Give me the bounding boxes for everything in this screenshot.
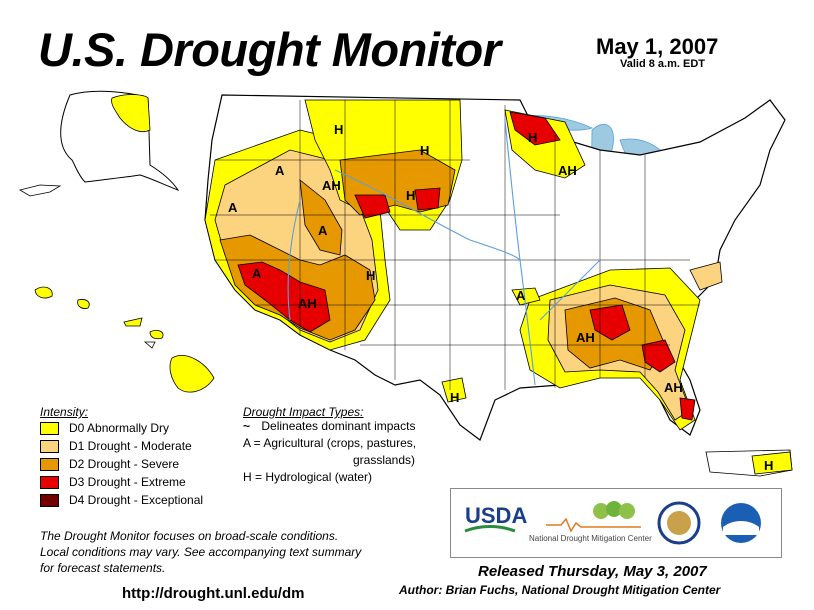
- drought-upper-midwest: [504, 109, 586, 179]
- impact-label: H: [406, 188, 415, 203]
- impact-label: H: [450, 390, 459, 405]
- impact-label: AH: [558, 163, 577, 178]
- impact-label: H: [366, 268, 375, 283]
- legend-label: D4 Drought - Exceptional: [69, 493, 204, 507]
- disclaimer-line: for forecast statements.: [40, 561, 166, 575]
- legend-swatch: [40, 493, 59, 507]
- impact-label: H: [764, 458, 773, 473]
- impact-line-icon: ~: [243, 419, 251, 433]
- legend-item: D4 Drought - Exceptional: [40, 491, 203, 509]
- impact-label: H: [420, 143, 429, 158]
- legend-item: D0 Abnormally Dry: [40, 419, 203, 437]
- impact-label: H: [334, 122, 343, 137]
- impact-line: grasslands): [353, 453, 416, 467]
- impact-label: A: [252, 266, 262, 281]
- impact-line: ~ Delineates dominant impacts: [243, 419, 416, 436]
- agency-logos: USDA National Drought Mitigation Center: [464, 501, 761, 545]
- intensity-legend: Intensity: D0 Abnormally Dry D1 Drought -…: [40, 405, 203, 509]
- noaa-logo-icon: [721, 503, 761, 543]
- hawaii: [34, 286, 215, 393]
- legend-label: D0 Abnormally Dry: [69, 421, 170, 435]
- impact-label: AH: [322, 178, 341, 193]
- drought-north: [304, 99, 463, 231]
- usda-logo-swoosh: [464, 525, 516, 533]
- disclaimer-line: Local conditions may vary. See accompany…: [40, 545, 362, 559]
- valid-time: Valid 8 a.m. EDT: [620, 58, 705, 70]
- impact-label: A: [275, 163, 285, 178]
- legend-items: D0 Abnormally Dry D1 Drought - Moderate D2…: [40, 419, 203, 509]
- puerto-rico: [705, 449, 793, 477]
- impact-label: A: [228, 200, 238, 215]
- ndmc-logo-icon: [546, 501, 641, 533]
- legend-swatch: [40, 475, 59, 489]
- usda-logo: USDA: [465, 503, 527, 528]
- impact-line: A = Agricultural (crops, pastures,: [243, 436, 417, 450]
- drought-small-areas: [441, 261, 723, 403]
- impact-label: A: [318, 223, 328, 238]
- logos-box: USDA National Drought Mitigation Center: [450, 488, 782, 558]
- legend-swatch: [40, 439, 59, 453]
- legend-label: D3 Drought - Extreme: [69, 475, 186, 489]
- intensity-heading: Intensity:: [40, 405, 89, 419]
- website-link[interactable]: http://drought.unl.edu/dm: [122, 585, 305, 602]
- impact-legend: Drought Impact Types: ~ Delineates domin…: [243, 405, 416, 487]
- impact-label: H: [528, 130, 537, 145]
- legend-item: D2 Drought - Severe: [40, 455, 203, 473]
- rivers: [287, 119, 601, 386]
- disclaimer: The Drought Monitor focuses on broad-sca…: [40, 528, 440, 576]
- state-borders: [210, 100, 700, 390]
- legend-swatch: [40, 421, 59, 435]
- author-credit: Author: Brian Fuchs, National Drought Mi…: [399, 583, 721, 597]
- impact-label: AH: [298, 296, 317, 311]
- impact-line-label: Delineates dominant impacts: [261, 419, 416, 433]
- legend-label: D2 Drought - Severe: [69, 457, 180, 471]
- impact-line: H = Hydrological (water): [243, 470, 373, 484]
- commerce-seal-icon: [657, 501, 701, 545]
- legend-label: D1 Drought - Moderate: [69, 439, 192, 453]
- legend-item: D1 Drought - Moderate: [40, 437, 203, 455]
- page-title: U.S. Drought Monitor: [38, 23, 501, 76]
- impact-label: A: [516, 288, 526, 303]
- disclaimer-line: The Drought Monitor focuses on broad-sca…: [40, 529, 339, 543]
- release-date: Released Thursday, May 3, 2007: [478, 563, 707, 580]
- impact-label: AH: [576, 330, 595, 345]
- impact-heading: Drought Impact Types:: [243, 405, 364, 419]
- legend-item: D3 Drought - Extreme: [40, 473, 203, 491]
- legend-swatch: [40, 457, 59, 471]
- drought-southeast: [519, 267, 701, 431]
- alaska: [18, 90, 180, 197]
- impact-labels: A A A AH H H H AH A H AH A AH AH H H H: [228, 122, 773, 473]
- ndmc-logo: National Drought Mitigation Center: [529, 534, 652, 543]
- impact-label: AH: [664, 380, 683, 395]
- map-date: May 1, 2007: [596, 34, 719, 59]
